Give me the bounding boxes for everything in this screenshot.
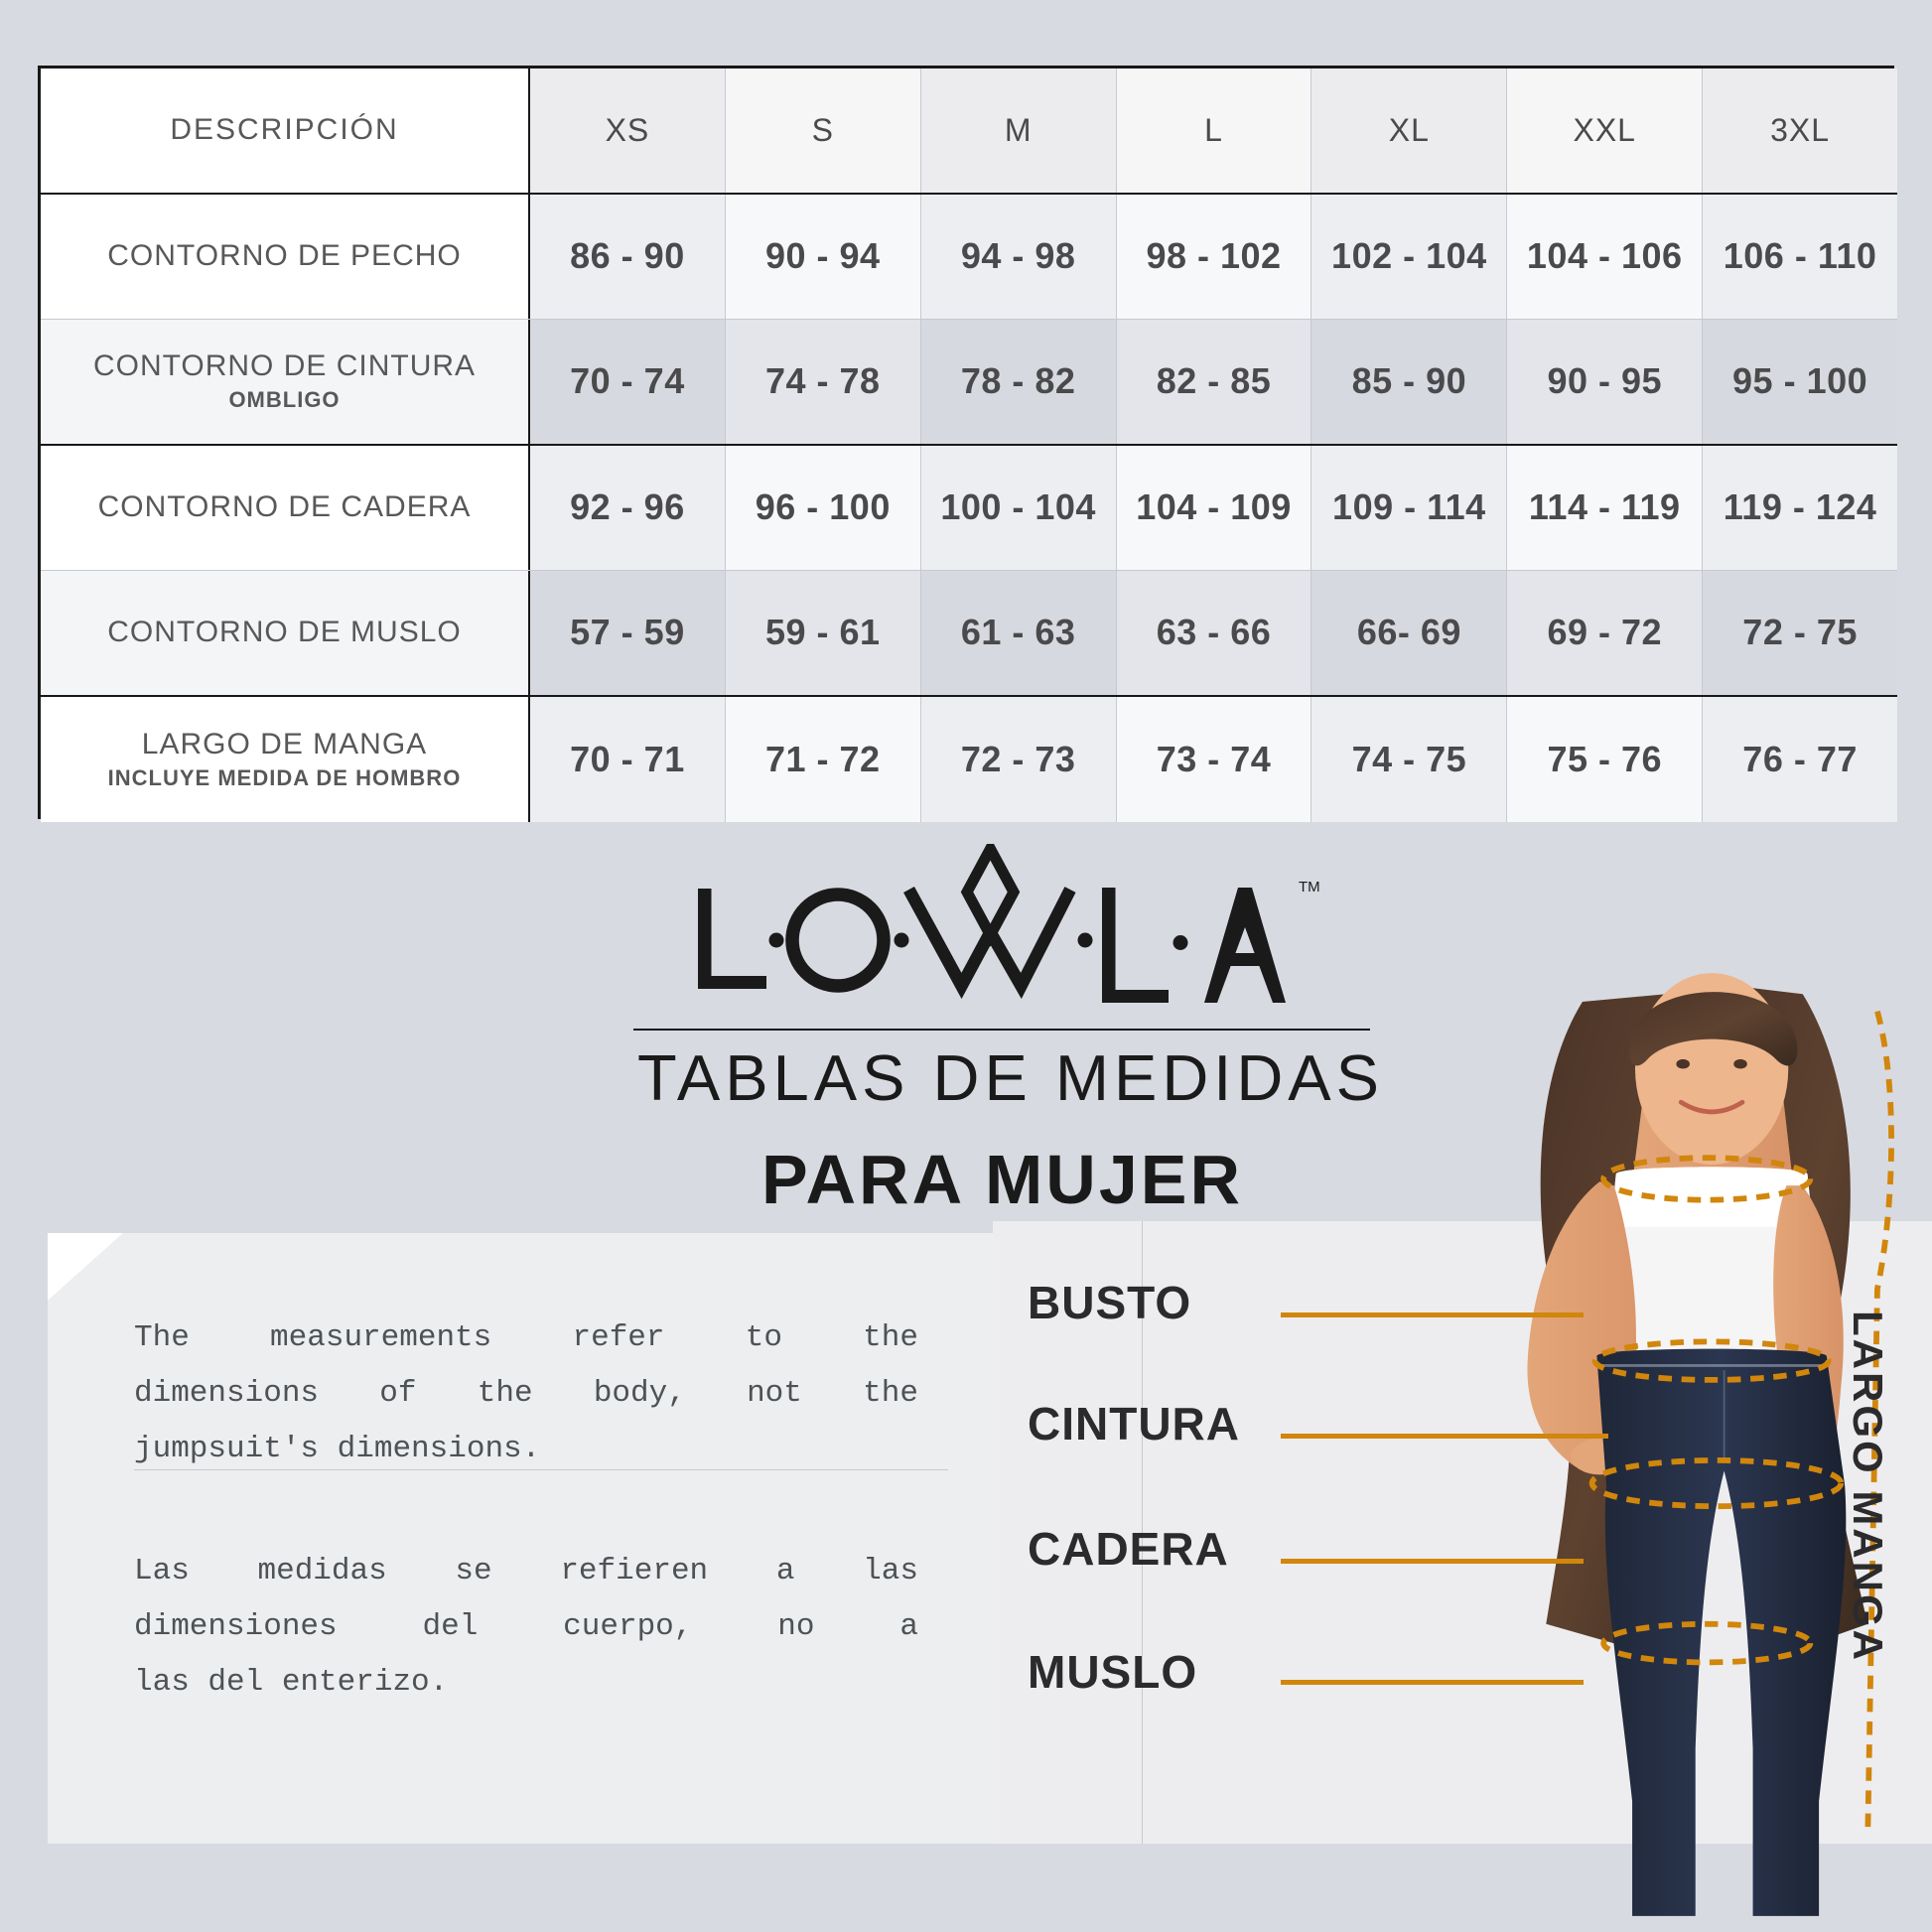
svg-text:TM: TM — [1299, 879, 1320, 896]
